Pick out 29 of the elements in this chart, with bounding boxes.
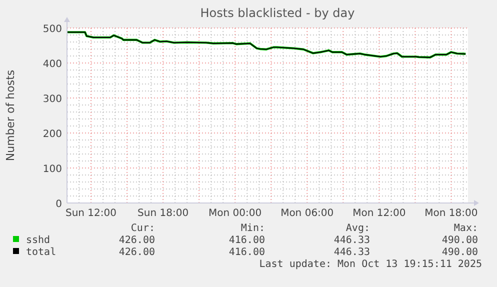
y-tick-label: 100 bbox=[42, 164, 62, 175]
y-tick-label: 200 bbox=[42, 129, 62, 140]
x-tick-label: Mon 18:00 bbox=[424, 208, 478, 219]
legend-label: total bbox=[26, 247, 56, 258]
y-tick-label: 0 bbox=[56, 199, 62, 210]
text: 426.00 bbox=[118, 247, 155, 258]
legend-label: sshd bbox=[26, 235, 50, 246]
y-tick-label: 300 bbox=[42, 94, 62, 105]
text: Last update: Mon Oct 13 19:15:11 2025 bbox=[259, 259, 482, 270]
y-tick-label: 500 bbox=[42, 24, 62, 35]
y-axis-title: Number of hosts bbox=[4, 70, 17, 162]
text: 426.00 bbox=[118, 235, 155, 246]
x-tick-label: Sun 18:00 bbox=[138, 208, 189, 219]
text: Cur: bbox=[130, 223, 155, 234]
text: 490.00 bbox=[442, 235, 478, 246]
chart-title: Hosts blacklisted - by day bbox=[200, 6, 355, 20]
y-tick-label: 400 bbox=[42, 59, 62, 70]
x-tick-label: Mon 00:00 bbox=[208, 208, 262, 219]
text: Max: bbox=[454, 223, 478, 234]
x-tick-label: Mon 06:00 bbox=[280, 208, 334, 219]
text: Min: bbox=[240, 223, 265, 234]
x-tick-label: Sun 12:00 bbox=[65, 208, 117, 219]
text: Avg: bbox=[346, 223, 370, 234]
text: 416.00 bbox=[228, 235, 265, 246]
text: 490.00 bbox=[442, 247, 478, 258]
text: 446.33 bbox=[334, 235, 370, 246]
text: 416.00 bbox=[228, 247, 265, 258]
text: 446.33 bbox=[334, 247, 370, 258]
x-tick-label: Mon 12:00 bbox=[352, 208, 406, 219]
